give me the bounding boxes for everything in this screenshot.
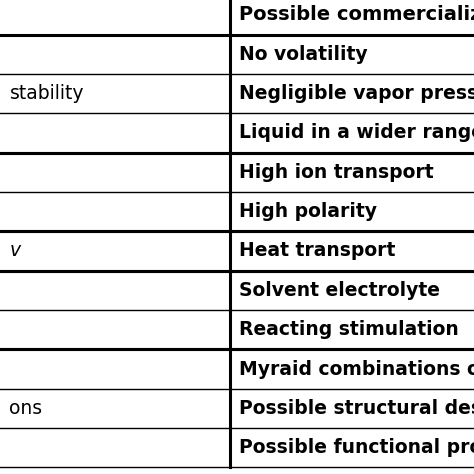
Text: ons: ons: [9, 399, 43, 418]
Text: Possible structural design…: Possible structural design…: [239, 399, 474, 418]
Text: Heat transport: Heat transport: [239, 241, 396, 261]
Text: Possible functional produ…: Possible functional produ…: [239, 438, 474, 457]
Text: Reacting stimulation: Reacting stimulation: [239, 320, 459, 339]
Text: Possible commercializa…: Possible commercializa…: [239, 5, 474, 25]
Text: High ion transport: High ion transport: [239, 163, 434, 182]
Text: Solvent electrolyte: Solvent electrolyte: [239, 281, 440, 300]
Text: Myraid combinations of a…: Myraid combinations of a…: [239, 359, 474, 379]
Text: High polarity: High polarity: [239, 202, 377, 221]
Text: v: v: [9, 241, 20, 261]
Text: Liquid in a wider range c…: Liquid in a wider range c…: [239, 123, 474, 143]
Text: Negligible vapor pressure…: Negligible vapor pressure…: [239, 84, 474, 103]
Text: stability: stability: [9, 84, 84, 103]
Text: No volatility: No volatility: [239, 45, 368, 64]
